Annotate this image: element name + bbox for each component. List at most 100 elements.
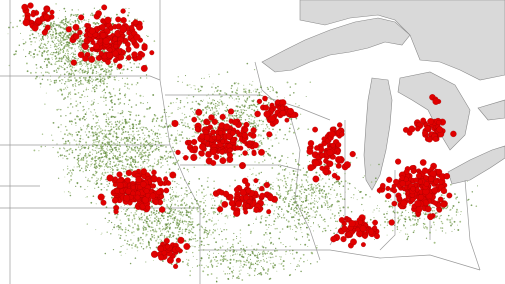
vegetation-speck	[242, 266, 244, 268]
vegetation-speck	[232, 243, 234, 246]
vegetation-speck	[142, 247, 145, 250]
vegetation-speck	[89, 127, 91, 129]
vegetation-speck	[163, 215, 165, 217]
vegetation-speck	[289, 172, 291, 174]
vegetation-speck	[80, 128, 83, 131]
vegetation-speck	[124, 231, 127, 234]
vegetation-speck	[115, 139, 117, 141]
vegetation-speck	[100, 128, 102, 130]
vegetation-speck	[73, 139, 76, 141]
vegetation-speck	[190, 238, 193, 241]
vegetation-speck	[139, 136, 141, 139]
vegetation-speck	[419, 217, 421, 219]
vegetation-speck	[187, 262, 189, 264]
vegetation-speck	[302, 167, 304, 169]
vegetation-speck	[141, 154, 144, 156]
vegetation-speck	[227, 215, 229, 217]
vegetation-speck	[95, 64, 97, 66]
vegetation-speck	[163, 155, 166, 157]
vegetation-speck	[127, 121, 130, 124]
vegetation-speck	[278, 196, 281, 199]
vegetation-speck	[282, 243, 284, 246]
vegetation-speck	[66, 50, 68, 52]
vegetation-speck	[279, 215, 281, 217]
vegetation-speck	[222, 260, 224, 263]
vegetation-speck	[422, 222, 424, 225]
vegetation-speck	[77, 157, 80, 160]
vegetation-speck	[66, 24, 69, 27]
vegetation-speck	[258, 133, 260, 136]
vegetation-speck	[181, 212, 183, 214]
vegetation-speck	[262, 255, 264, 257]
vegetation-speck	[295, 200, 298, 203]
vegetation-speck	[87, 127, 89, 129]
vegetation-speck	[61, 48, 63, 50]
vegetation-speck	[142, 20, 145, 23]
vegetation-speck	[85, 134, 88, 136]
vegetation-speck	[142, 102, 144, 104]
vegetation-speck	[78, 81, 80, 83]
vegetation-speck	[212, 229, 215, 231]
vegetation-speck	[194, 85, 196, 87]
vegetation-speck	[374, 177, 377, 180]
vegetation-speck	[304, 197, 306, 199]
vegetation-speck	[132, 135, 134, 137]
state-border	[464, 179, 481, 271]
vegetation-speck	[120, 167, 123, 170]
vegetation-speck	[86, 81, 89, 84]
vegetation-speck	[217, 262, 219, 264]
vegetation-speck	[112, 142, 115, 144]
vegetation-speck	[205, 220, 208, 223]
vegetation-speck	[126, 149, 129, 152]
vegetation-speck	[122, 162, 124, 163]
vegetation-speck	[81, 38, 83, 40]
vegetation-speck	[245, 261, 247, 263]
vegetation-speck	[126, 68, 129, 71]
vegetation-speck	[324, 229, 327, 232]
vegetation-speck	[39, 44, 42, 46]
vegetation-speck	[229, 185, 231, 187]
vegetation-speck	[81, 64, 83, 66]
vegetation-speck	[272, 188, 274, 190]
vegetation-speck	[167, 105, 170, 107]
vegetation-speck	[30, 51, 32, 53]
vegetation-speck	[124, 85, 126, 88]
vegetation-speck	[51, 24, 54, 27]
vegetation-speck	[119, 160, 121, 162]
vegetation-speck	[185, 214, 188, 216]
vegetation-speck	[81, 27, 84, 29]
vegetation-speck	[81, 21, 83, 23]
vegetation-speck	[324, 196, 326, 198]
vegetation-speck	[100, 144, 103, 146]
vegetation-speck	[268, 214, 271, 217]
vegetation-speck	[91, 176, 93, 179]
vegetation-speck	[216, 110, 218, 112]
vegetation-speck	[30, 44, 32, 46]
vegetation-speck	[218, 73, 220, 76]
vegetation-speck	[145, 226, 147, 229]
vegetation-speck	[259, 182, 261, 184]
vegetation-speck	[86, 95, 89, 98]
vegetation-speck	[95, 147, 97, 149]
vegetation-speck	[56, 61, 58, 63]
vegetation-speck	[111, 196, 113, 199]
vegetation-speck	[59, 24, 61, 26]
vegetation-speck	[275, 191, 278, 194]
vegetation-speck	[15, 50, 18, 53]
vegetation-speck	[301, 223, 304, 225]
vegetation-speck	[107, 137, 109, 139]
vegetation-speck	[150, 222, 153, 225]
vegetation-speck	[49, 53, 52, 55]
vegetation-speck	[63, 7, 66, 10]
vegetation-speck	[239, 229, 242, 231]
vegetation-speck	[95, 76, 97, 78]
vegetation-speck	[264, 253, 266, 255]
vegetation-speck	[152, 259, 154, 261]
vegetation-speck	[224, 114, 226, 115]
vegetation-speck	[118, 122, 120, 124]
vegetation-speck	[279, 159, 282, 161]
vegetation-speck	[114, 63, 116, 66]
vegetation-speck	[233, 99, 235, 101]
vegetation-speck	[95, 84, 97, 87]
vegetation-speck	[215, 117, 217, 119]
